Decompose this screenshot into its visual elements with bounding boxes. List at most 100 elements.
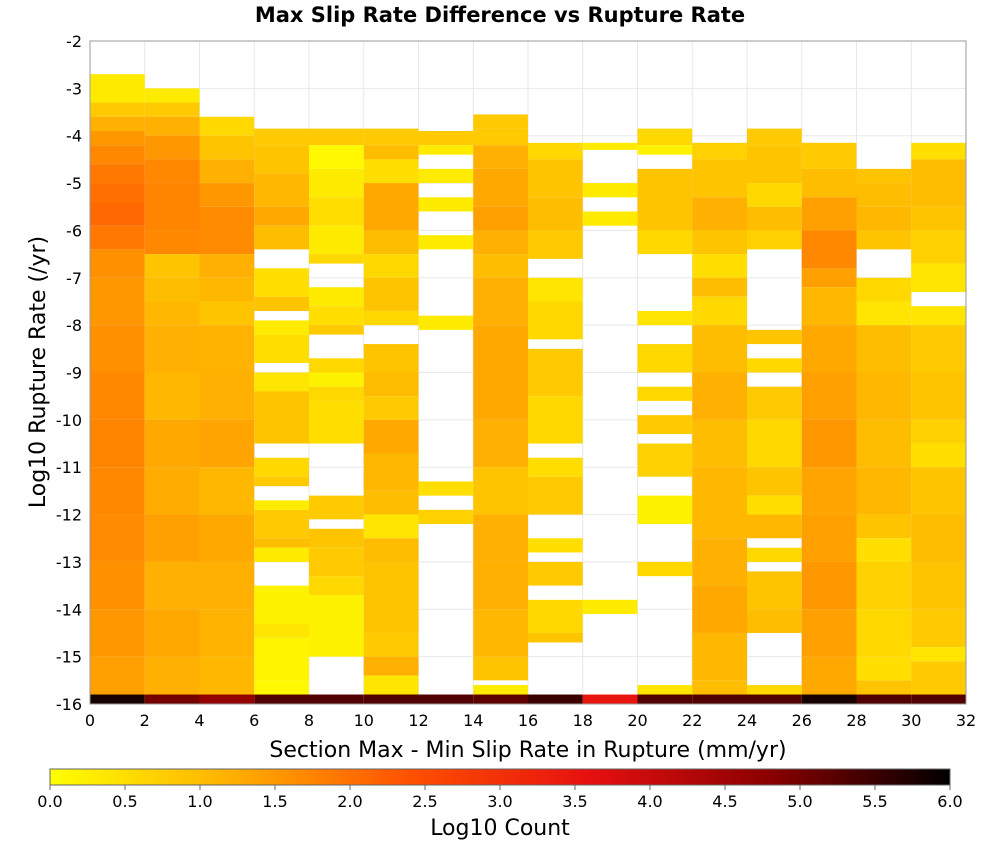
heatmap-cell <box>144 301 200 326</box>
heatmap-cell <box>309 168 364 198</box>
heatmap-cell <box>582 599 638 615</box>
heatmap-cell <box>856 206 912 231</box>
heatmap-cell <box>144 102 200 117</box>
heatmap-cell <box>363 310 419 326</box>
y-tick-label: -11 <box>56 458 82 477</box>
plot-frame <box>89 40 967 705</box>
heatmap-cell <box>473 467 528 515</box>
heatmap-cell <box>199 183 255 207</box>
heatmap-cell <box>254 334 309 364</box>
heatmap-cell <box>254 476 309 487</box>
heatmap-cell <box>747 609 802 633</box>
heatmap-cell <box>309 528 364 548</box>
heatmap-cell <box>856 168 912 184</box>
heatmap-cell <box>473 325 528 373</box>
heatmap-cell <box>692 159 747 198</box>
heatmap-cell <box>528 632 583 643</box>
heatmap-cell <box>144 183 200 231</box>
x-tick-label: 24 <box>737 711 757 730</box>
colorbar-tick-label: 5.5 <box>862 792 887 811</box>
colorbar-tick-label: 4.0 <box>637 792 662 811</box>
heatmap-cell <box>418 315 474 330</box>
heatmap-cell <box>801 467 857 515</box>
heatmap-cell <box>90 130 145 146</box>
heatmap-cell-bottom <box>582 694 638 704</box>
heatmap-cell <box>473 656 528 681</box>
heatmap-cell <box>747 419 802 468</box>
heatmap-cell <box>254 206 309 226</box>
heatmap-cell <box>363 254 419 278</box>
heatmap-cell <box>363 656 419 676</box>
y-tick-label: -14 <box>56 600 82 619</box>
x-tick-label: 0 <box>85 711 95 730</box>
heatmap-cell <box>473 419 528 468</box>
heatmap-cell <box>582 183 638 198</box>
heatmap-cell <box>144 656 200 700</box>
x-tick-label: 30 <box>901 711 921 730</box>
heatmap-cell <box>528 538 583 553</box>
heatmap-cell <box>473 254 528 278</box>
heatmap-cell <box>90 116 145 131</box>
heatmap-cell <box>528 301 583 340</box>
heatmap-cell <box>582 142 638 150</box>
heatmap-cell <box>747 145 802 184</box>
heatmap-cell <box>692 419 747 468</box>
heatmap-cell <box>144 159 200 184</box>
heatmap-cell <box>254 500 309 510</box>
heatmap-cell <box>801 142 857 169</box>
heatmap-cell <box>911 514 966 562</box>
heatmap-cell <box>199 372 255 420</box>
x-tick-label: 26 <box>792 711 812 730</box>
heatmap-cell <box>144 419 200 468</box>
y-tick-label: -2 <box>66 32 82 51</box>
heatmap-cell <box>309 287 364 307</box>
heatmap-cell <box>309 386 364 401</box>
heatmap-cell <box>254 173 309 207</box>
heatmap-cell <box>144 230 200 255</box>
heatmap-cell <box>856 514 912 539</box>
heatmap-cell <box>199 609 255 657</box>
heatmap-cell <box>363 159 419 184</box>
y-tick-label: -10 <box>56 411 82 430</box>
heatmap-cell <box>747 358 802 373</box>
heatmap-cell <box>473 277 528 326</box>
colorbar-tick-label: 4.5 <box>712 792 737 811</box>
heatmap-cell <box>528 197 583 231</box>
heatmap-cell-bottom <box>473 694 528 704</box>
heatmap-cell <box>528 277 583 302</box>
heatmap-cell <box>856 325 912 373</box>
heatmap-cell <box>801 268 857 288</box>
heatmap-cell-bottom <box>363 694 419 704</box>
x-tick-label: 14 <box>463 711 483 730</box>
heatmap-cell <box>254 637 309 681</box>
colorbar-tick-label: 6.0 <box>937 792 962 811</box>
heatmap-cell <box>309 306 364 326</box>
heatmap-cell <box>90 419 145 468</box>
colorbar-tick-label: 3.5 <box>562 792 587 811</box>
heatmap-cell <box>801 561 857 610</box>
heatmap-cell <box>801 372 857 420</box>
heatmap-cell <box>90 514 145 562</box>
heatmap-cell <box>418 509 474 525</box>
colorbar-tick-label: 2.5 <box>412 792 437 811</box>
heatmap-cell <box>637 495 693 525</box>
heatmap-cell <box>801 287 857 326</box>
x-tick-label: 16 <box>518 711 538 730</box>
heatmap-cell <box>692 325 747 373</box>
heatmap-cell <box>363 128 419 146</box>
x-tick-label: 22 <box>682 711 702 730</box>
heatmap-cell <box>418 168 474 184</box>
heatmap-cell <box>90 225 145 250</box>
heatmap-cell <box>801 197 857 231</box>
heatmap-cell <box>90 183 145 203</box>
heatmap-cell <box>692 197 747 231</box>
heatmap-cell <box>418 197 474 212</box>
heatmap-cell <box>90 249 145 278</box>
heatmap-cell <box>692 538 747 586</box>
heatmap-cell <box>747 230 802 250</box>
heatmap-cell <box>801 656 857 700</box>
heatmap-cell <box>692 254 747 278</box>
heatmap-cell <box>90 467 145 515</box>
heatmap-cell-bottom <box>856 694 912 704</box>
